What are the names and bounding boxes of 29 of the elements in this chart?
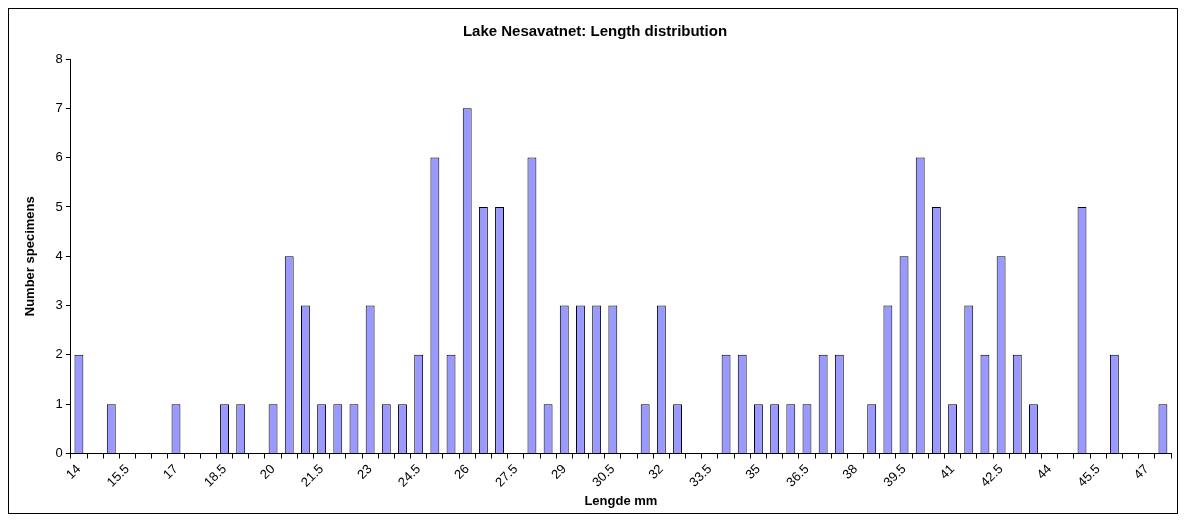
x-tick-label: 17: [159, 461, 181, 482]
y-tick-label: 5: [55, 198, 63, 214]
y-tick-label: 6: [55, 149, 63, 165]
y-tick-label: 4: [55, 247, 63, 263]
x-tick-label: 20: [256, 461, 278, 482]
x-tick-label: 26: [451, 461, 472, 482]
x-tick-label: 47: [1130, 461, 1152, 482]
x-tick-label: 36.5: [783, 461, 812, 490]
y-tick-label: 0: [55, 445, 63, 461]
x-tick-label: 41: [936, 461, 958, 482]
x-tick-label: 32: [645, 461, 667, 482]
x-tick-label: 35: [742, 461, 764, 482]
y-tick-label: 2: [55, 346, 63, 362]
x-tick-label: 29: [548, 461, 569, 482]
x-axis-title: Lengde mm: [584, 492, 658, 508]
x-tick-label: 38: [839, 461, 861, 482]
x-tick-label: 30.5: [588, 461, 618, 490]
y-tick-label: 1: [55, 395, 63, 411]
x-tick-label: 23: [353, 461, 375, 482]
chart-title: Lake Nesavatnet: Length distribution: [462, 22, 728, 40]
x-tick-label: 14: [62, 461, 84, 482]
y-axis-title: Number specimens: [22, 196, 38, 317]
y-tick-label: 3: [55, 297, 63, 313]
x-tick-label: 33.5: [686, 461, 715, 490]
x-tick-label: 45.5: [1074, 461, 1103, 490]
x-tick-label: 42.5: [977, 461, 1006, 490]
y-tick-label: 8: [55, 50, 63, 66]
y-tick-label: 7: [55, 99, 63, 115]
x-tick-label: 44: [1033, 461, 1055, 482]
